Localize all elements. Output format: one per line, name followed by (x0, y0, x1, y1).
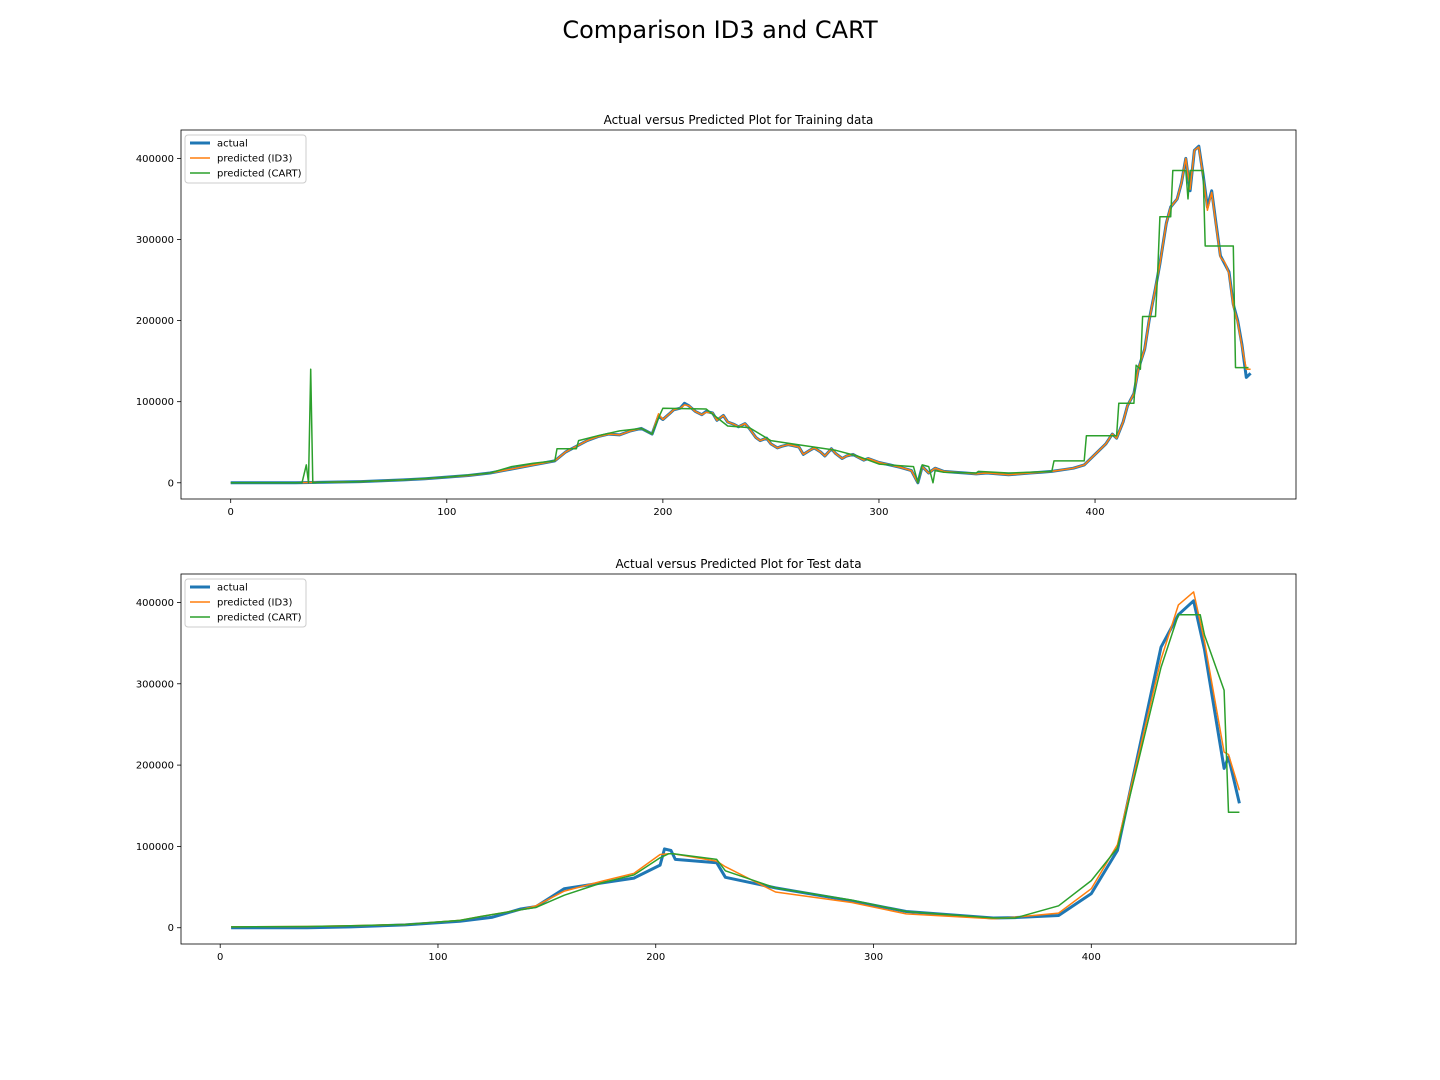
y-tick-label: 0 (168, 923, 174, 934)
y-tick-label: 100000 (136, 842, 174, 853)
training-plot: Actual versus Predicted Plot for Trainin… (136, 113, 1297, 518)
x-tick-label: 100 (428, 952, 447, 963)
plot-title: Actual versus Predicted Plot for Test da… (615, 557, 861, 571)
x-tick-label: 0 (217, 952, 223, 963)
x-tick-label: 400 (1082, 952, 1101, 963)
series-line-id3 (230, 146, 1251, 484)
x-tick-label: 200 (646, 952, 665, 963)
legend-box (184, 134, 307, 184)
y-tick-label: 0 (168, 478, 174, 489)
x-tick-label: 300 (864, 952, 883, 963)
y-tick-label: 200000 (136, 761, 174, 772)
plot-title: Actual versus Predicted Plot for Trainin… (604, 113, 874, 127)
y-tick-label: 300000 (136, 679, 174, 690)
legend-label-id3: predicted (ID3) (217, 598, 293, 609)
y-tick-label: 100000 (136, 397, 174, 408)
series-line-cart (230, 169, 1249, 484)
series-line-id3 (231, 591, 1241, 928)
series-group (231, 591, 1241, 930)
test-plot: Actual versus Predicted Plot for Test da… (136, 557, 1297, 963)
y-tick-label: 200000 (136, 316, 174, 327)
y-tick-label: 400000 (136, 598, 174, 609)
legend-label-actual: actual (217, 139, 248, 150)
y-tick-label: 400000 (136, 154, 174, 165)
series-line-actual (230, 144, 1252, 485)
x-tick-label: 200 (653, 507, 672, 518)
legend-label-actual: actual (217, 583, 248, 594)
legend: actual predicted (ID3) predicted (CART) (184, 578, 307, 628)
legend-label-id3: predicted (ID3) (217, 154, 293, 165)
plot-frame (180, 573, 1297, 945)
legend: actual predicted (ID3) predicted (CART) (184, 134, 307, 184)
legend-label-cart: predicted (CART) (217, 613, 302, 624)
x-tick-label: 400 (1085, 507, 1104, 518)
series-line-actual (231, 599, 1241, 930)
x-tick-label: 0 (228, 507, 234, 518)
series-line-cart (231, 613, 1240, 928)
y-tick-label: 300000 (136, 235, 174, 246)
figure-title: Comparison ID3 and CART (562, 16, 878, 44)
legend-label-cart: predicted (CART) (217, 169, 302, 180)
x-tick-label: 100 (437, 507, 456, 518)
plot-frame (180, 129, 1297, 500)
x-tick-label: 300 (869, 507, 888, 518)
legend-box (184, 578, 307, 628)
series-group (230, 144, 1252, 485)
